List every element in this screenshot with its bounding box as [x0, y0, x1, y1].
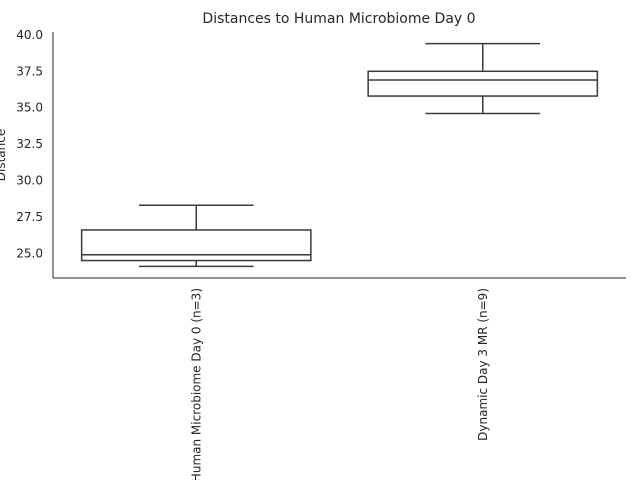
y-tick-label: 40.0 — [16, 28, 43, 42]
y-tick-label: 35.0 — [16, 101, 43, 115]
box-iqr — [367, 70, 599, 97]
box-group — [80, 204, 312, 268]
box-series — [80, 42, 599, 268]
box-group — [367, 42, 599, 115]
y-tick-label: 30.0 — [16, 173, 43, 187]
chart-title: Distances to Human Microbiome Day 0 — [202, 11, 475, 27]
y-tick-label: 27.5 — [16, 210, 43, 224]
y-tick-label: 37.5 — [16, 64, 43, 78]
y-axis-label: Distance — [0, 129, 8, 181]
y-tick-label: 25.0 — [16, 246, 43, 260]
x-axis-ticks: Human Microbiome Day 0 (n=3) Dynamic Day … — [189, 288, 490, 480]
x-tick-label: Dynamic Day 3 MR (n=9) — [476, 288, 490, 441]
y-tick-label: 32.5 — [16, 137, 43, 151]
x-tick-label: Human Microbiome Day 0 (n=3) — [189, 288, 203, 480]
y-axis-ticks: 25.0 27.5 30.0 32.5 35.0 37.5 40.0 — [16, 28, 43, 260]
box-iqr — [80, 229, 312, 262]
